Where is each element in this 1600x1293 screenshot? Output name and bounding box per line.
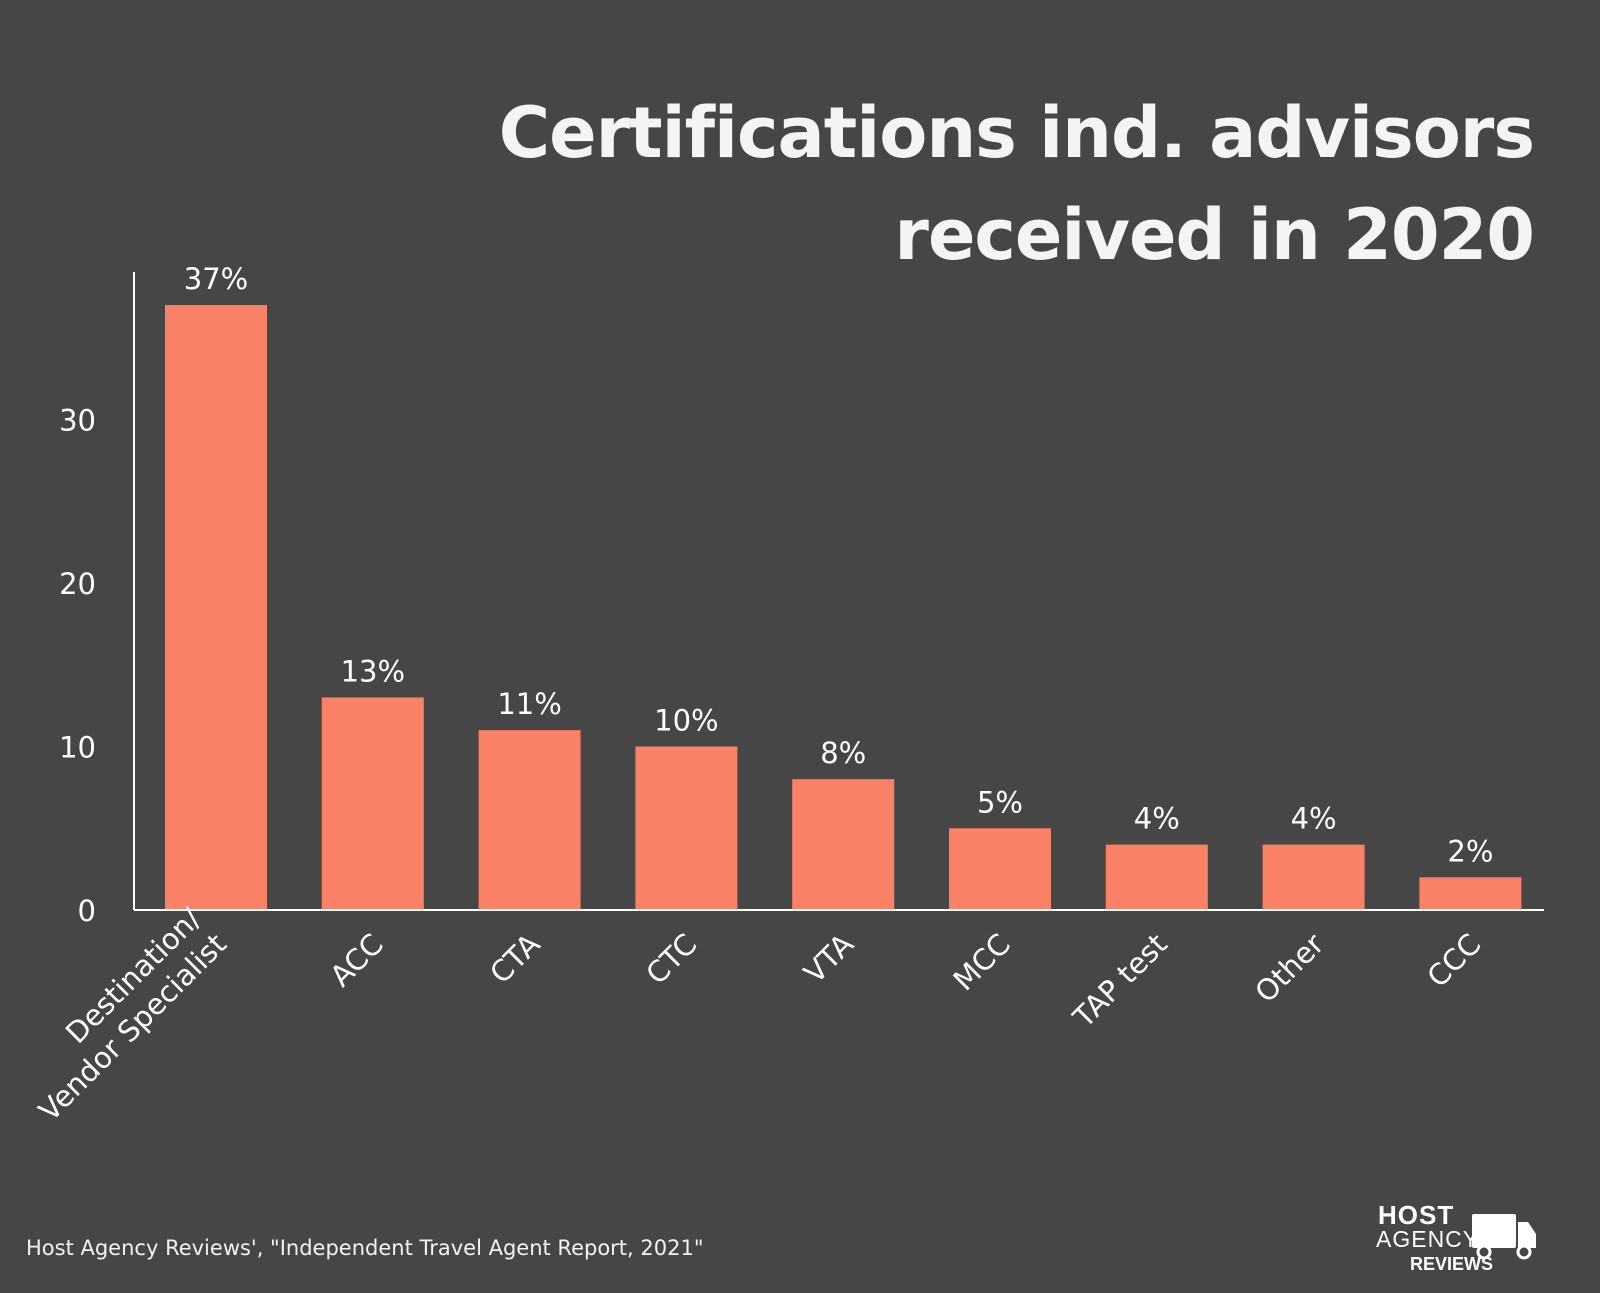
x-tick-label-line: TAP test [1066, 927, 1174, 1035]
x-tick-label: MCC [947, 927, 1017, 997]
data-label: 37% [184, 262, 248, 296]
data-label: 13% [341, 654, 405, 688]
data-labels: 37% 13% 11% 10% 8% 5% 4% 4% 2% [184, 262, 1494, 868]
bar [949, 828, 1051, 910]
y-tick-label: 0 [78, 894, 96, 928]
y-tick-label: 20 [59, 567, 96, 601]
x-tick-label: CCC [1420, 927, 1487, 994]
chart-title-line-2: received in 2020 [894, 194, 1535, 276]
x-tick-label: VTA [797, 927, 860, 990]
chart-title: Certifications ind. advisors received in… [384, 82, 1535, 286]
bars [165, 305, 1522, 910]
logo-line-1: HOST [1378, 1200, 1454, 1230]
y-axis: 0 10 20 30 [59, 272, 135, 928]
bar [321, 697, 424, 910]
bar [1262, 844, 1365, 910]
x-tick-label: Destination/Vendor Specialist [32, 901, 233, 1128]
bar [478, 730, 581, 910]
chart-title-line-1: Certifications ind. advisors [498, 92, 1535, 174]
x-tick-label-line: Other [1248, 927, 1330, 1009]
bar [1419, 877, 1522, 910]
x-tick-label-line: VTA [797, 927, 860, 990]
x-tick-label-line: CTC [639, 927, 703, 991]
data-label: 4% [1134, 802, 1180, 836]
host-agency-reviews-logo: HOST AGENCY REVIEWS [1376, 1200, 1536, 1274]
x-tick-label-line: ACC [323, 927, 389, 993]
bar [792, 779, 895, 910]
x-tick-label: Other [1248, 927, 1330, 1009]
data-label: 8% [820, 736, 866, 770]
x-axis: Destination/Vendor Specialist ACC CTA CTC VT… [32, 901, 1544, 1128]
data-label: 10% [654, 704, 718, 738]
data-label: 4% [1291, 802, 1337, 836]
bar [1105, 844, 1208, 910]
logo-line-3: REVIEWS [1410, 1254, 1493, 1274]
bar-chart: 0 10 20 30 37% 13% 11% 10% 8% 5% 4% 4% 2% Destinati… [32, 262, 1544, 1128]
x-tick-label: CTA [483, 927, 546, 990]
bar [635, 746, 738, 910]
x-tick-label-line: MCC [947, 927, 1017, 997]
x-tick-label: CTC [639, 927, 703, 991]
x-tick-label: TAP test [1066, 927, 1174, 1035]
source-note: Host Agency Reviews', "Independent Trave… [26, 1236, 704, 1260]
data-label: 2% [1447, 834, 1493, 868]
x-tick-label-line: CCC [1420, 927, 1487, 994]
data-label: 5% [977, 785, 1023, 819]
bar [165, 305, 267, 910]
y-tick-label: 10 [59, 731, 96, 765]
x-tick-label: ACC [323, 927, 389, 993]
truck-icon [1472, 1214, 1536, 1260]
logo-line-2: AGENCY [1376, 1226, 1479, 1252]
y-tick-label: 30 [59, 404, 96, 438]
x-tick-label-line: CTA [483, 927, 546, 990]
data-label: 11% [497, 687, 561, 721]
